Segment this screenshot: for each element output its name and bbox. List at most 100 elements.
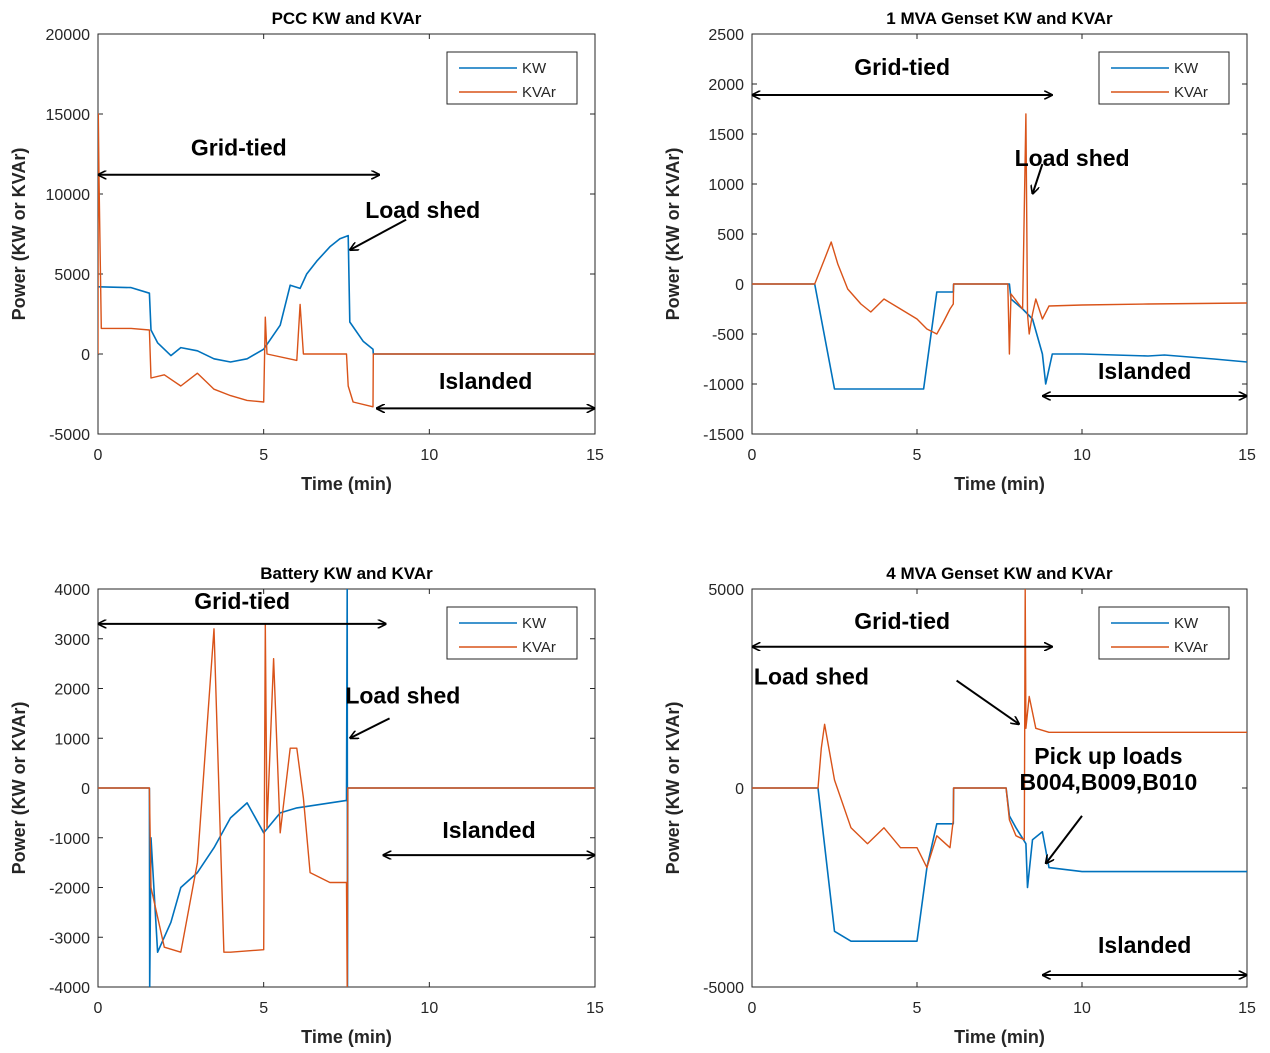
y-tick-label: 0 bbox=[81, 781, 90, 798]
x-tick-label: 10 bbox=[1073, 1000, 1091, 1017]
y-tick-label: 2000 bbox=[54, 682, 90, 699]
x-tick-label: 5 bbox=[913, 1000, 922, 1017]
chart-title: 1 MVA Genset KW and KVAr bbox=[886, 9, 1113, 28]
chart-title: PCC KW and KVAr bbox=[272, 9, 422, 28]
y-tick-label: 2000 bbox=[708, 77, 744, 94]
y-tick-label: 5000 bbox=[54, 267, 90, 284]
annotation-label: Grid-tied bbox=[191, 135, 287, 161]
legend: KW KVAr bbox=[1098, 51, 1230, 105]
y-tick-label: 15000 bbox=[46, 107, 91, 124]
y-axis-label: Power (KW or KVAr) bbox=[663, 702, 683, 875]
series-line-kvar bbox=[752, 589, 1247, 869]
annotation-label: Load shed bbox=[345, 682, 460, 708]
legend-entry: KVAr bbox=[522, 639, 556, 656]
y-tick-label: 1000 bbox=[54, 731, 90, 748]
annotation-islanded: Islanded bbox=[376, 368, 595, 408]
legend: KW KVAr bbox=[446, 606, 578, 660]
y-axis-label: Power (KW or KVAr) bbox=[9, 148, 29, 321]
x-axis-label: Time (min) bbox=[301, 1027, 392, 1047]
annotation-label: Load shed bbox=[1015, 145, 1130, 171]
y-tick-label: 2500 bbox=[708, 27, 744, 44]
y-tick-label: 0 bbox=[735, 277, 744, 294]
x-tick-label: 15 bbox=[1238, 1000, 1256, 1017]
y-tick-label: 1500 bbox=[708, 127, 744, 144]
pointer-arrow bbox=[350, 717, 391, 738]
annotation-load-shed: Load shed bbox=[345, 682, 460, 738]
legend-box bbox=[1098, 51, 1230, 105]
y-tick-label: 3000 bbox=[54, 632, 90, 649]
series-line-kvar bbox=[752, 113, 1247, 355]
x-tick-label: 15 bbox=[586, 1000, 604, 1017]
y-tick-label: -1500 bbox=[703, 427, 744, 444]
pointer-arrow bbox=[1033, 163, 1044, 194]
annotation-grid-tied: Grid-tied bbox=[752, 54, 1052, 95]
x-tick-label: 15 bbox=[586, 447, 604, 464]
x-tick-label: 0 bbox=[748, 1000, 757, 1017]
chart-title: Battery KW and KVAr bbox=[260, 564, 433, 583]
annotation-label: Grid-tied bbox=[854, 608, 950, 634]
pointer-arrow bbox=[956, 679, 1020, 725]
annotation-grid-tied: Grid-tied bbox=[752, 608, 1052, 647]
y-axis-label: Power (KW or KVAr) bbox=[9, 702, 29, 875]
series-line-kw bbox=[98, 234, 595, 363]
legend-entry: KW bbox=[522, 615, 547, 632]
annotation-label: Pick up loads bbox=[1034, 743, 1182, 769]
annotation-label: Islanded bbox=[442, 817, 535, 843]
legend-box bbox=[446, 606, 578, 660]
x-tick-label: 5 bbox=[259, 1000, 268, 1017]
y-tick-label: 20000 bbox=[46, 27, 91, 44]
chart-panel-3: Battery KW and KVAr 0 5 10 15 -4000 -3000 -2000… bbox=[9, 564, 604, 1047]
chart-title: 4 MVA Genset KW and KVAr bbox=[886, 564, 1113, 583]
annotation-label: Grid-tied bbox=[854, 54, 950, 80]
series-line-kvar bbox=[98, 623, 595, 987]
y-tick-label: 1000 bbox=[708, 177, 744, 194]
y-tick-label: 500 bbox=[717, 227, 744, 244]
legend-box bbox=[446, 51, 578, 105]
y-tick-label: -1000 bbox=[703, 377, 744, 394]
y-axis-label: Power (KW or KVAr) bbox=[663, 148, 683, 321]
x-tick-label: 0 bbox=[94, 1000, 103, 1017]
x-tick-label: 5 bbox=[259, 447, 268, 464]
legend-entry: KW bbox=[1174, 60, 1199, 77]
y-tick-label: -3000 bbox=[49, 930, 90, 947]
annotation-label: Load shed bbox=[365, 197, 480, 223]
annotation-load-shed: Load shed bbox=[350, 197, 480, 250]
x-tick-label: 10 bbox=[1073, 447, 1091, 464]
legend-box bbox=[1098, 606, 1230, 660]
pointer-arrow bbox=[1046, 815, 1083, 864]
annotation-label: Islanded bbox=[439, 368, 532, 394]
x-tick-label: 15 bbox=[1238, 447, 1256, 464]
y-tick-label: -500 bbox=[712, 327, 744, 344]
annotation-label: Islanded bbox=[1098, 358, 1191, 384]
y-tick-label: -5000 bbox=[703, 980, 744, 997]
y-tick-label: 10000 bbox=[46, 187, 91, 204]
pointer-arrow bbox=[350, 218, 407, 250]
annotation-label: B004,B009,B010 bbox=[1020, 769, 1198, 795]
x-axis-label: Time (min) bbox=[954, 474, 1045, 494]
legend-entry: KVAr bbox=[1174, 639, 1208, 656]
annotation-grid-tied: Grid-tied bbox=[98, 588, 386, 624]
annotation-islanded: Islanded bbox=[1042, 358, 1247, 396]
annotation-load-shed: Load shed bbox=[754, 664, 1019, 725]
annotation-load-shed: Load shed bbox=[1015, 145, 1130, 194]
x-tick-label: 10 bbox=[420, 1000, 438, 1017]
legend-entry: KVAr bbox=[522, 84, 556, 101]
y-tick-label: 0 bbox=[81, 347, 90, 364]
annotation-islanded: Islanded bbox=[1042, 932, 1247, 975]
legend-entry: KW bbox=[1174, 615, 1199, 632]
series-line-kvar bbox=[98, 113, 595, 408]
x-tick-label: 0 bbox=[94, 447, 103, 464]
annotation-label: Islanded bbox=[1098, 932, 1191, 958]
legend: KW KVAr bbox=[446, 51, 578, 105]
x-tick-label: 5 bbox=[913, 447, 922, 464]
x-tick-label: 0 bbox=[748, 447, 757, 464]
y-tick-label: 5000 bbox=[708, 582, 744, 599]
y-tick-label: -4000 bbox=[49, 980, 90, 997]
y-tick-label: -1000 bbox=[49, 831, 90, 848]
x-axis-label: Time (min) bbox=[954, 1027, 1045, 1047]
legend-entry: KW bbox=[522, 60, 547, 77]
chart-panel-2: 1 MVA Genset KW and KVAr 0 5 10 15 -1500 -1000… bbox=[663, 9, 1256, 494]
y-tick-label: 0 bbox=[735, 781, 744, 798]
